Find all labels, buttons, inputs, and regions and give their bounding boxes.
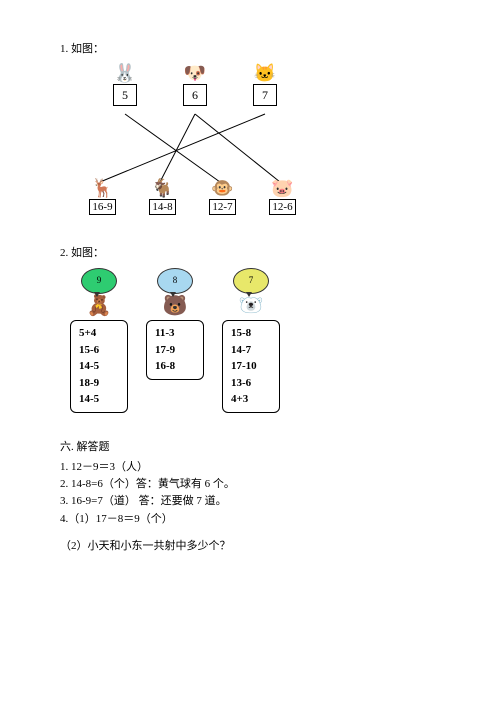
col-0: 9🧸5+415-614-518-914-5 (70, 268, 128, 413)
expr-item: 14-5 (79, 358, 119, 375)
expr-item: 14-7 (231, 342, 271, 359)
bear-icon: 🐻‍❄️ (239, 296, 264, 316)
answers-block: 1. 12－9＝3（人） 2. 14-8=6（个）答：黄气球有 6 个。 3. 16… (60, 460, 450, 528)
answer-line-2: 3. 16-9=7（道） 答：还要做 7 道。 (60, 494, 450, 509)
top-animal-1: 🐶6 (180, 64, 210, 106)
bear-icon: 🐻 (163, 296, 188, 316)
speech-bubble: 8 (157, 268, 193, 294)
expr-item: 18-9 (79, 375, 119, 392)
q2-label: 2. 如图： (60, 244, 450, 260)
q1-label: 1. 如图： (60, 40, 450, 56)
animal-icon: 🐰 (110, 64, 140, 82)
expr-box: 16-9 (89, 199, 115, 215)
answer-line-1: 2. 14-8=6（个）答：黄气球有 6 个。 (60, 477, 450, 492)
expr-item: 11-3 (155, 325, 195, 342)
animal-icon: 🐐 (140, 179, 185, 197)
expr-item: 17-10 (231, 358, 271, 375)
animal-icon: 🦌 (80, 179, 125, 197)
num-box: 6 (183, 84, 207, 106)
expr-item: 14-5 (79, 391, 119, 408)
bottom-animal-3: 🐷 12-6 (260, 179, 305, 215)
animal-icon: 🐷 (260, 179, 305, 197)
expr-list-box: 5+415-614-518-914-5 (70, 320, 128, 413)
bottom-animal-0: 🦌 16-9 (80, 179, 125, 215)
top-animal-0: 🐰5 (110, 64, 140, 106)
animal-icon: 🐵 (200, 179, 245, 197)
expr-item: 4+3 (231, 391, 271, 408)
expr-item: 17-9 (155, 342, 195, 359)
expr-box: 12-6 (269, 199, 295, 215)
top-animal-2: 🐱7 (250, 64, 280, 106)
expr-list-box: 15-814-717-1013-64+3 (222, 320, 280, 413)
expr-box: 14-8 (149, 199, 175, 215)
bottom-animal-2: 🐵 12-7 (200, 179, 245, 215)
answer-line-0: 1. 12－9＝3（人） (60, 460, 450, 475)
col-2: 7🐻‍❄️ 15-814-717-1013-64+3 (222, 268, 280, 413)
expr-item: 5+4 (79, 325, 119, 342)
num-box: 5 (113, 84, 137, 106)
expr-list-box: 11-317-916-8 (146, 320, 204, 380)
expr-box: 12-7 (209, 199, 235, 215)
col-1: 8🐻 11-317-916-8 (146, 268, 204, 413)
diagram2: 9🧸5+415-614-518-914-58🐻11-317-916-87🐻‍❄️… (70, 268, 450, 413)
sub-question: （2）小天和小东一共射中多少个？ (60, 537, 450, 553)
speech-bubble: 7 (233, 268, 269, 294)
answer-line-3: 4.（1）17－8＝9（个） (60, 512, 450, 527)
animal-icon: 🐱 (250, 64, 280, 82)
expr-item: 15-8 (231, 325, 271, 342)
num-box: 7 (253, 84, 277, 106)
bear-icon: 🧸 (87, 296, 112, 316)
bottom-animal-1: 🐐 14-8 (140, 179, 185, 215)
expr-item: 16-8 (155, 358, 195, 375)
speech-bubble: 9 (81, 268, 117, 294)
expr-item: 13-6 (231, 375, 271, 392)
expr-item: 15-6 (79, 342, 119, 359)
diagram1: 🐰5🐶6🐱7🦌16-9🐐14-8🐵12-7🐷12-6 (70, 64, 330, 224)
section6-title: 六. 解答题 (60, 438, 450, 454)
animal-icon: 🐶 (180, 64, 210, 82)
